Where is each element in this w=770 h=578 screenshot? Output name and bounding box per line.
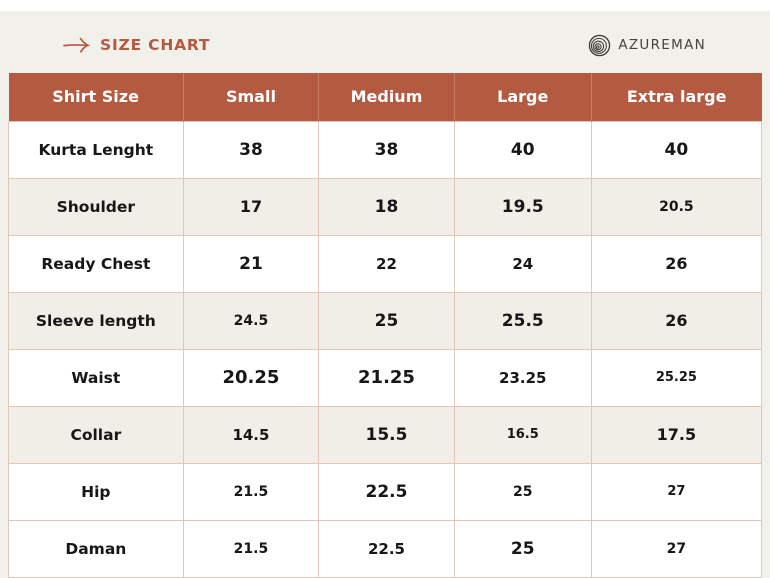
cell-value: 19.5 (453, 177, 592, 236)
row-label: Shoulder (8, 177, 184, 236)
row-label: Daman (8, 519, 184, 578)
azureman-spiral-logo-icon (588, 34, 611, 57)
cell-value: 26 (590, 234, 763, 293)
table-row: Waist 20.25 21.25 23.25 25.25 (8, 348, 763, 407)
cell-value: 27 (590, 462, 763, 521)
page-title: SIZE CHART (100, 36, 211, 54)
cell-value: 23.25 (453, 348, 592, 407)
brand-name: AZUREMAN (618, 37, 706, 53)
table-row: Hip 21.5 22.5 25 27 (8, 462, 763, 521)
cell-value: 27 (590, 519, 763, 578)
cell-value: 25 (453, 462, 592, 521)
size-chart-page: SIZE CHART AZUREMAN Shirt Size Small Mediu… (0, 11, 770, 578)
table-row: Sleeve length 24.5 25 25.5 26 (8, 291, 763, 350)
cell-value: 26 (590, 291, 763, 350)
cell-value: 21.5 (182, 462, 320, 521)
header-bar: SIZE CHART AZUREMAN (0, 11, 770, 73)
right-arrow-icon (62, 36, 90, 54)
cell-value: 22.5 (318, 519, 455, 578)
title-group: SIZE CHART (62, 36, 210, 54)
column-header-medium: Medium (318, 73, 455, 121)
row-label: Sleeve length (8, 291, 184, 350)
cell-value: 20.5 (590, 177, 763, 236)
row-label: Collar (8, 405, 184, 464)
row-label: Kurta Lenght (8, 120, 184, 179)
cell-value: 22 (318, 234, 455, 293)
cell-value: 40 (590, 120, 763, 179)
table-header-row: Shirt Size Small Medium Large Extra large (8, 73, 762, 121)
column-header-shirt-size: Shirt Size (8, 73, 184, 121)
column-header-large: Large (453, 73, 592, 121)
cell-value: 20.25 (182, 348, 320, 407)
cell-value: 14.5 (182, 405, 320, 464)
cell-value: 15.5 (318, 405, 455, 464)
row-label: Waist (8, 348, 184, 407)
cell-value: 17 (182, 177, 320, 236)
column-header-small: Small (182, 73, 319, 121)
cell-value: 25 (318, 291, 455, 350)
cell-value: 24 (453, 234, 592, 293)
cell-value: 38 (182, 120, 320, 179)
cell-value: 25.5 (453, 291, 592, 350)
cell-value: 38 (318, 120, 455, 179)
cell-value: 40 (453, 120, 592, 179)
cell-value: 21 (182, 234, 320, 293)
row-label: Hip (8, 462, 184, 521)
brand-group: AZUREMAN (588, 34, 706, 57)
cell-value: 24.5 (182, 291, 320, 350)
table-row: Collar 14.5 15.5 16.5 17.5 (8, 405, 763, 464)
cell-value: 17.5 (590, 405, 763, 464)
table-body: Kurta Lenght 38 38 40 40 Shoulder 17 18 19.5 20.5… (8, 120, 763, 578)
size-chart-table: Shirt Size Small Medium Large Extra large Ku… (8, 73, 763, 578)
table-header: Shirt Size Small Medium Large Extra large (8, 73, 762, 121)
row-label: Ready Chest (8, 234, 184, 293)
cell-value: 21.5 (182, 519, 320, 578)
table-row: Ready Chest 21 22 24 26 (8, 234, 763, 293)
top-white-strip (0, 0, 770, 11)
table-row: Daman 21.5 22.5 25 27 (8, 519, 763, 578)
cell-value: 18 (318, 177, 455, 236)
table-row: Shoulder 17 18 19.5 20.5 (8, 177, 763, 236)
cell-value: 22.5 (318, 462, 455, 521)
cell-value: 25 (453, 519, 592, 578)
column-header-extra-large: Extra large (590, 73, 762, 121)
cell-value: 16.5 (453, 405, 592, 464)
cell-value: 25.25 (590, 348, 763, 407)
cell-value: 21.25 (318, 348, 455, 407)
table-row: Kurta Lenght 38 38 40 40 (8, 120, 763, 179)
